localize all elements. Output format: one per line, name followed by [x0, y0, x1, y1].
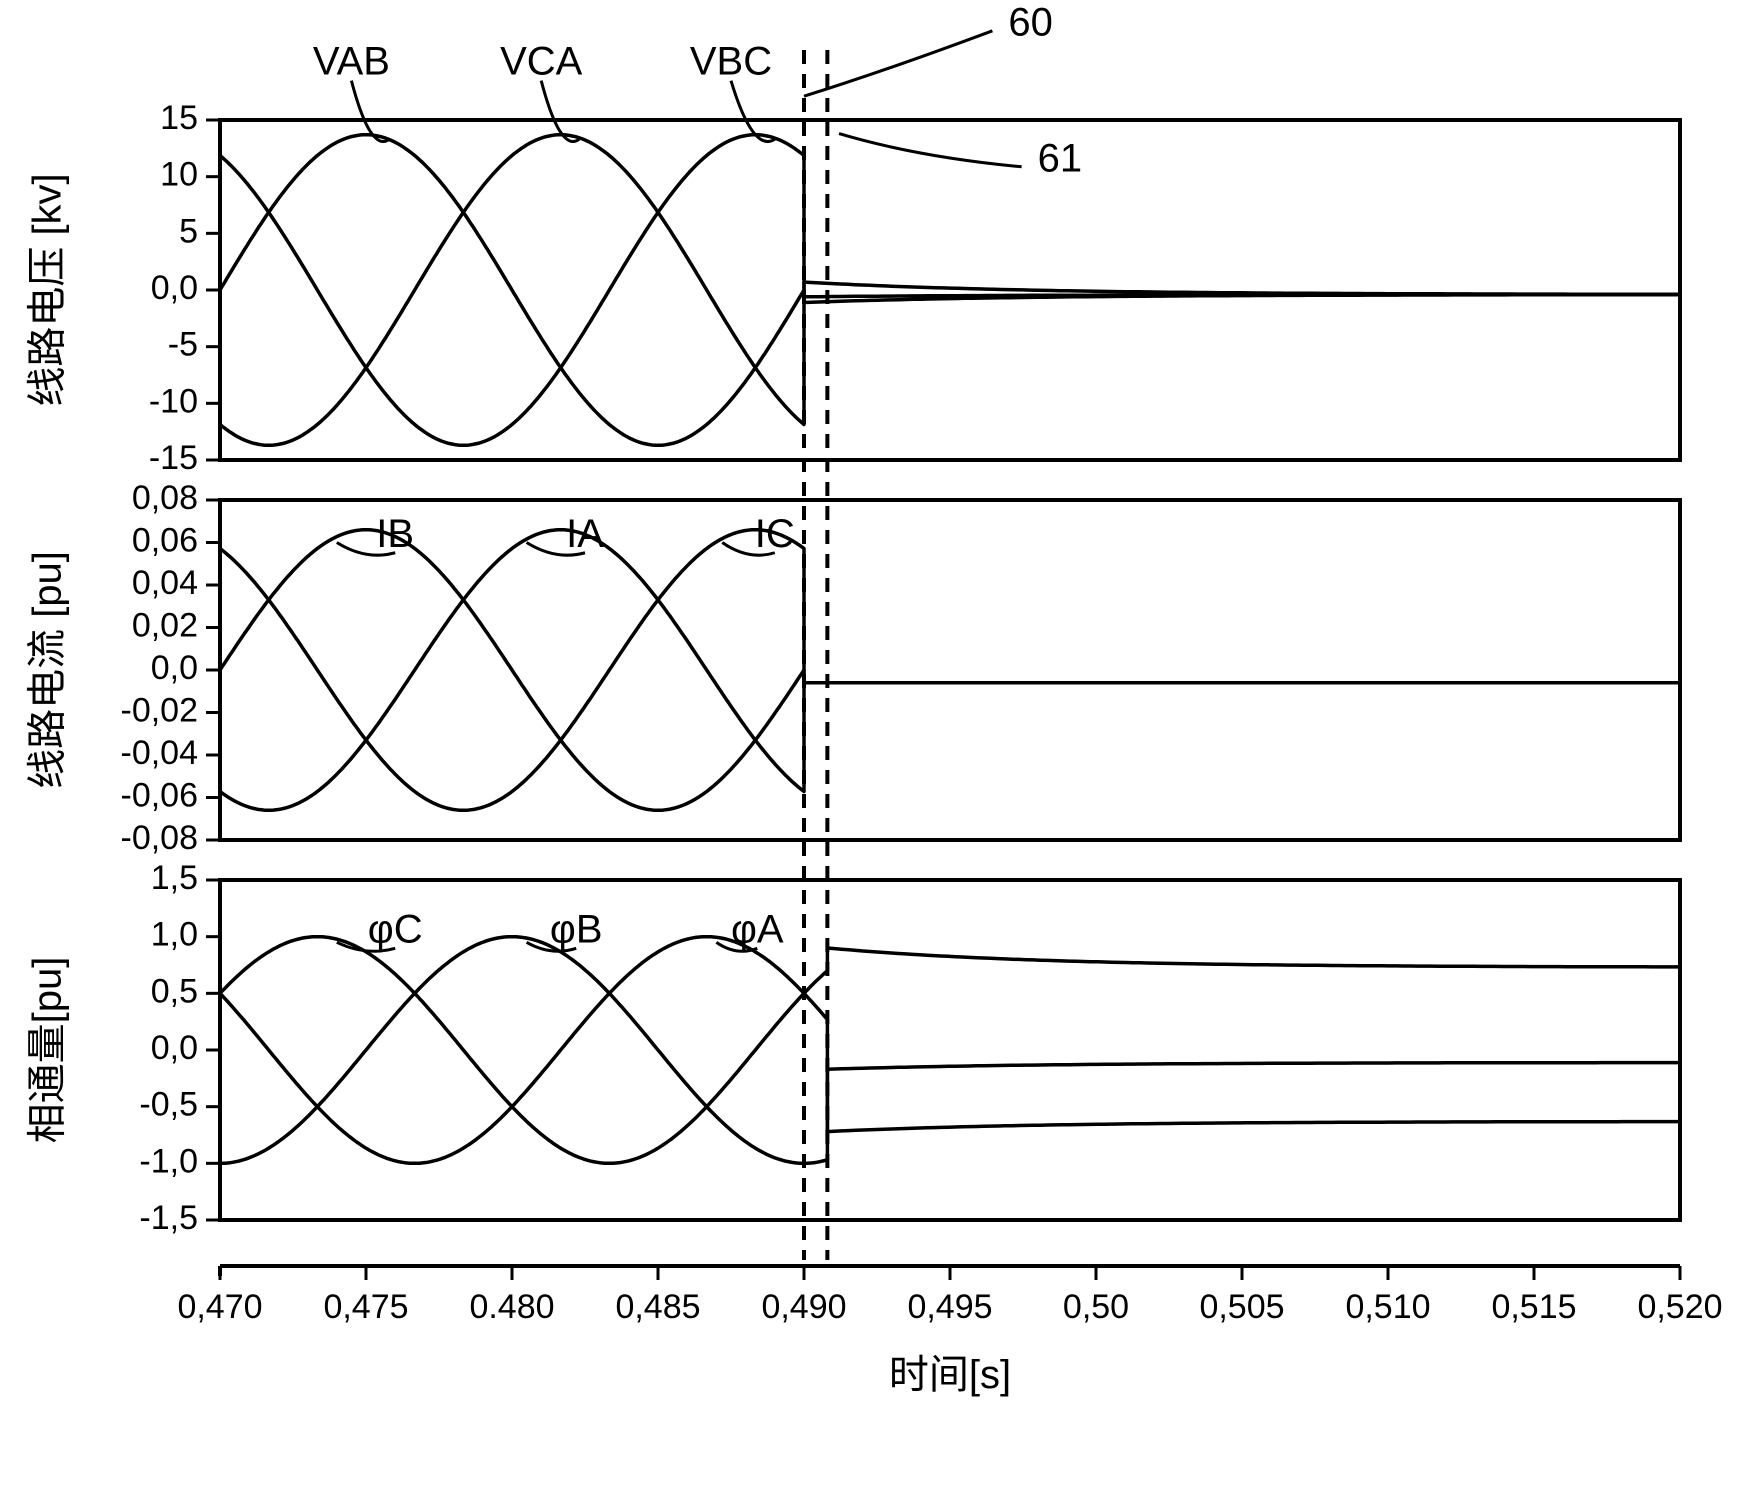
x-tick-label: 0,50: [1063, 1288, 1129, 1326]
panel-flux-ytick-label: 0,0: [151, 1029, 198, 1067]
panel-current-ytick-label: 0,02: [132, 606, 198, 644]
event-annot-leader-61: [839, 134, 1022, 167]
panel-flux-ytick-label: -1,0: [139, 1142, 198, 1180]
panel-flux-ytick-label: 0,5: [151, 972, 198, 1010]
annotation-label-φB: φB: [550, 907, 603, 951]
annotation-leader-VBC: [731, 81, 775, 142]
panel-current-ytick-label: 0,06: [132, 521, 198, 559]
panel-voltage-ylabel: 线路电压 [kv]: [26, 173, 70, 406]
panel-current-ytick-label: 0,04: [132, 564, 198, 602]
x-tick-label: 0,495: [907, 1288, 992, 1326]
x-tick-label: 0.480: [469, 1288, 554, 1326]
panel-voltage-ytick-label: 0,0: [151, 269, 198, 307]
panel-voltage-ytick-label: -10: [149, 382, 198, 420]
panel-voltage-ytick-label: 5: [179, 212, 198, 250]
annotation-label-φA: φA: [731, 907, 784, 951]
event-annot-leader-60: [804, 31, 992, 96]
annotation-label-VAB: VAB: [313, 40, 390, 84]
annotation-leader-VCA: [541, 81, 579, 142]
panel-flux-ytick-label: 1,5: [151, 859, 198, 897]
panel-current-ytick-label: -0,08: [121, 819, 199, 857]
x-tick-label: 0,490: [761, 1288, 846, 1326]
x-tick-label: 0,505: [1199, 1288, 1284, 1326]
panel-flux-frame: [220, 880, 1680, 1220]
panel-current: -0,08 -0,06 -0,04 -0,02 0,0 0,02 0,04 0,06 0,08 线…: [26, 479, 1680, 857]
series-phiA: [220, 937, 1680, 1164]
panel-flux-ytick-label: -1,5: [139, 1199, 198, 1237]
panel-current-ytick-label: -0,04: [121, 734, 199, 772]
panel-voltage-ytick-label: -5: [168, 326, 198, 364]
panel-voltage-ytick-label: -15: [149, 439, 198, 477]
x-tick-label: 0,475: [323, 1288, 408, 1326]
event-annot-label-61: 61: [1038, 136, 1083, 180]
panel-voltage-frame: [220, 120, 1680, 460]
x-tick-label: 0,510: [1345, 1288, 1430, 1326]
panel-voltage-ytick-label: 15: [160, 99, 198, 137]
panel-current-ytick-label: 0,08: [132, 479, 198, 517]
annotation-label-VCA: VCA: [500, 40, 583, 84]
panel-current-frame: [220, 500, 1680, 840]
x-tick-label: 0,520: [1637, 1288, 1722, 1326]
panel-flux: -1,5 -1,0 -0,5 0,0 0,5 1,0 1,5 相通量[pu] φC φB φA: [26, 859, 1680, 1237]
annotation-label-IB: IB: [376, 512, 414, 556]
series-VAB: [220, 135, 1680, 446]
panel-flux-ytick-label: 1,0: [151, 916, 198, 954]
x-axis-label: 时间[s]: [889, 1353, 1011, 1397]
annotation-label-VBC: VBC: [690, 40, 772, 84]
annotation-label-IC: IC: [755, 512, 795, 556]
panel-current-ytick-label: 0,0: [151, 649, 198, 687]
series-IB: [220, 530, 1680, 811]
x-tick-label: 0,470: [177, 1288, 262, 1326]
x-tick-label: 0,515: [1491, 1288, 1576, 1326]
panel-current-ylabel: 线路电流 [pu]: [26, 551, 70, 789]
annotation-label-φC: φC: [368, 907, 423, 951]
figure-root: -15-10-50,051015线路电压 [kv]VABVCAVBC-0,08-…: [0, 0, 1752, 1489]
annotation-leader-VAB: [351, 81, 389, 142]
figure-svg: -15-10-50,051015线路电压 [kv]VABVCAVBC-0,08-…: [0, 0, 1752, 1489]
x-tick-label: 0,485: [615, 1288, 700, 1326]
panel-flux-ylabel: 相通量[pu]: [26, 957, 70, 1144]
panel-voltage-ytick-label: 10: [160, 156, 198, 194]
panel-current-ytick-label: -0,02: [121, 691, 199, 729]
panel-voltage: -15 -10 -5 0,0 5 10 15 线路电压 [kv] VAB VCA VBC: [26, 40, 1680, 477]
event-annot-label-60: 60: [1008, 0, 1053, 44]
panel-current-ytick-label: -0,06: [121, 776, 199, 814]
annotation-label-IA: IA: [566, 512, 604, 556]
panel-flux-ytick-label: -0,5: [139, 1086, 198, 1124]
